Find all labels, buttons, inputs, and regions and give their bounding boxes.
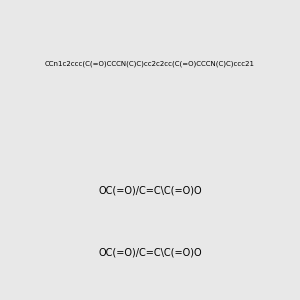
Text: OC(=O)/C=C\C(=O)O: OC(=O)/C=C\C(=O)O [98,248,202,258]
Text: OC(=O)/C=C\C(=O)O: OC(=O)/C=C\C(=O)O [98,185,202,196]
Text: CCn1c2ccc(C(=O)CCCN(C)C)cc2c2cc(C(=O)CCCN(C)C)ccc21: CCn1c2ccc(C(=O)CCCN(C)C)cc2c2cc(C(=O)CCC… [45,60,255,67]
